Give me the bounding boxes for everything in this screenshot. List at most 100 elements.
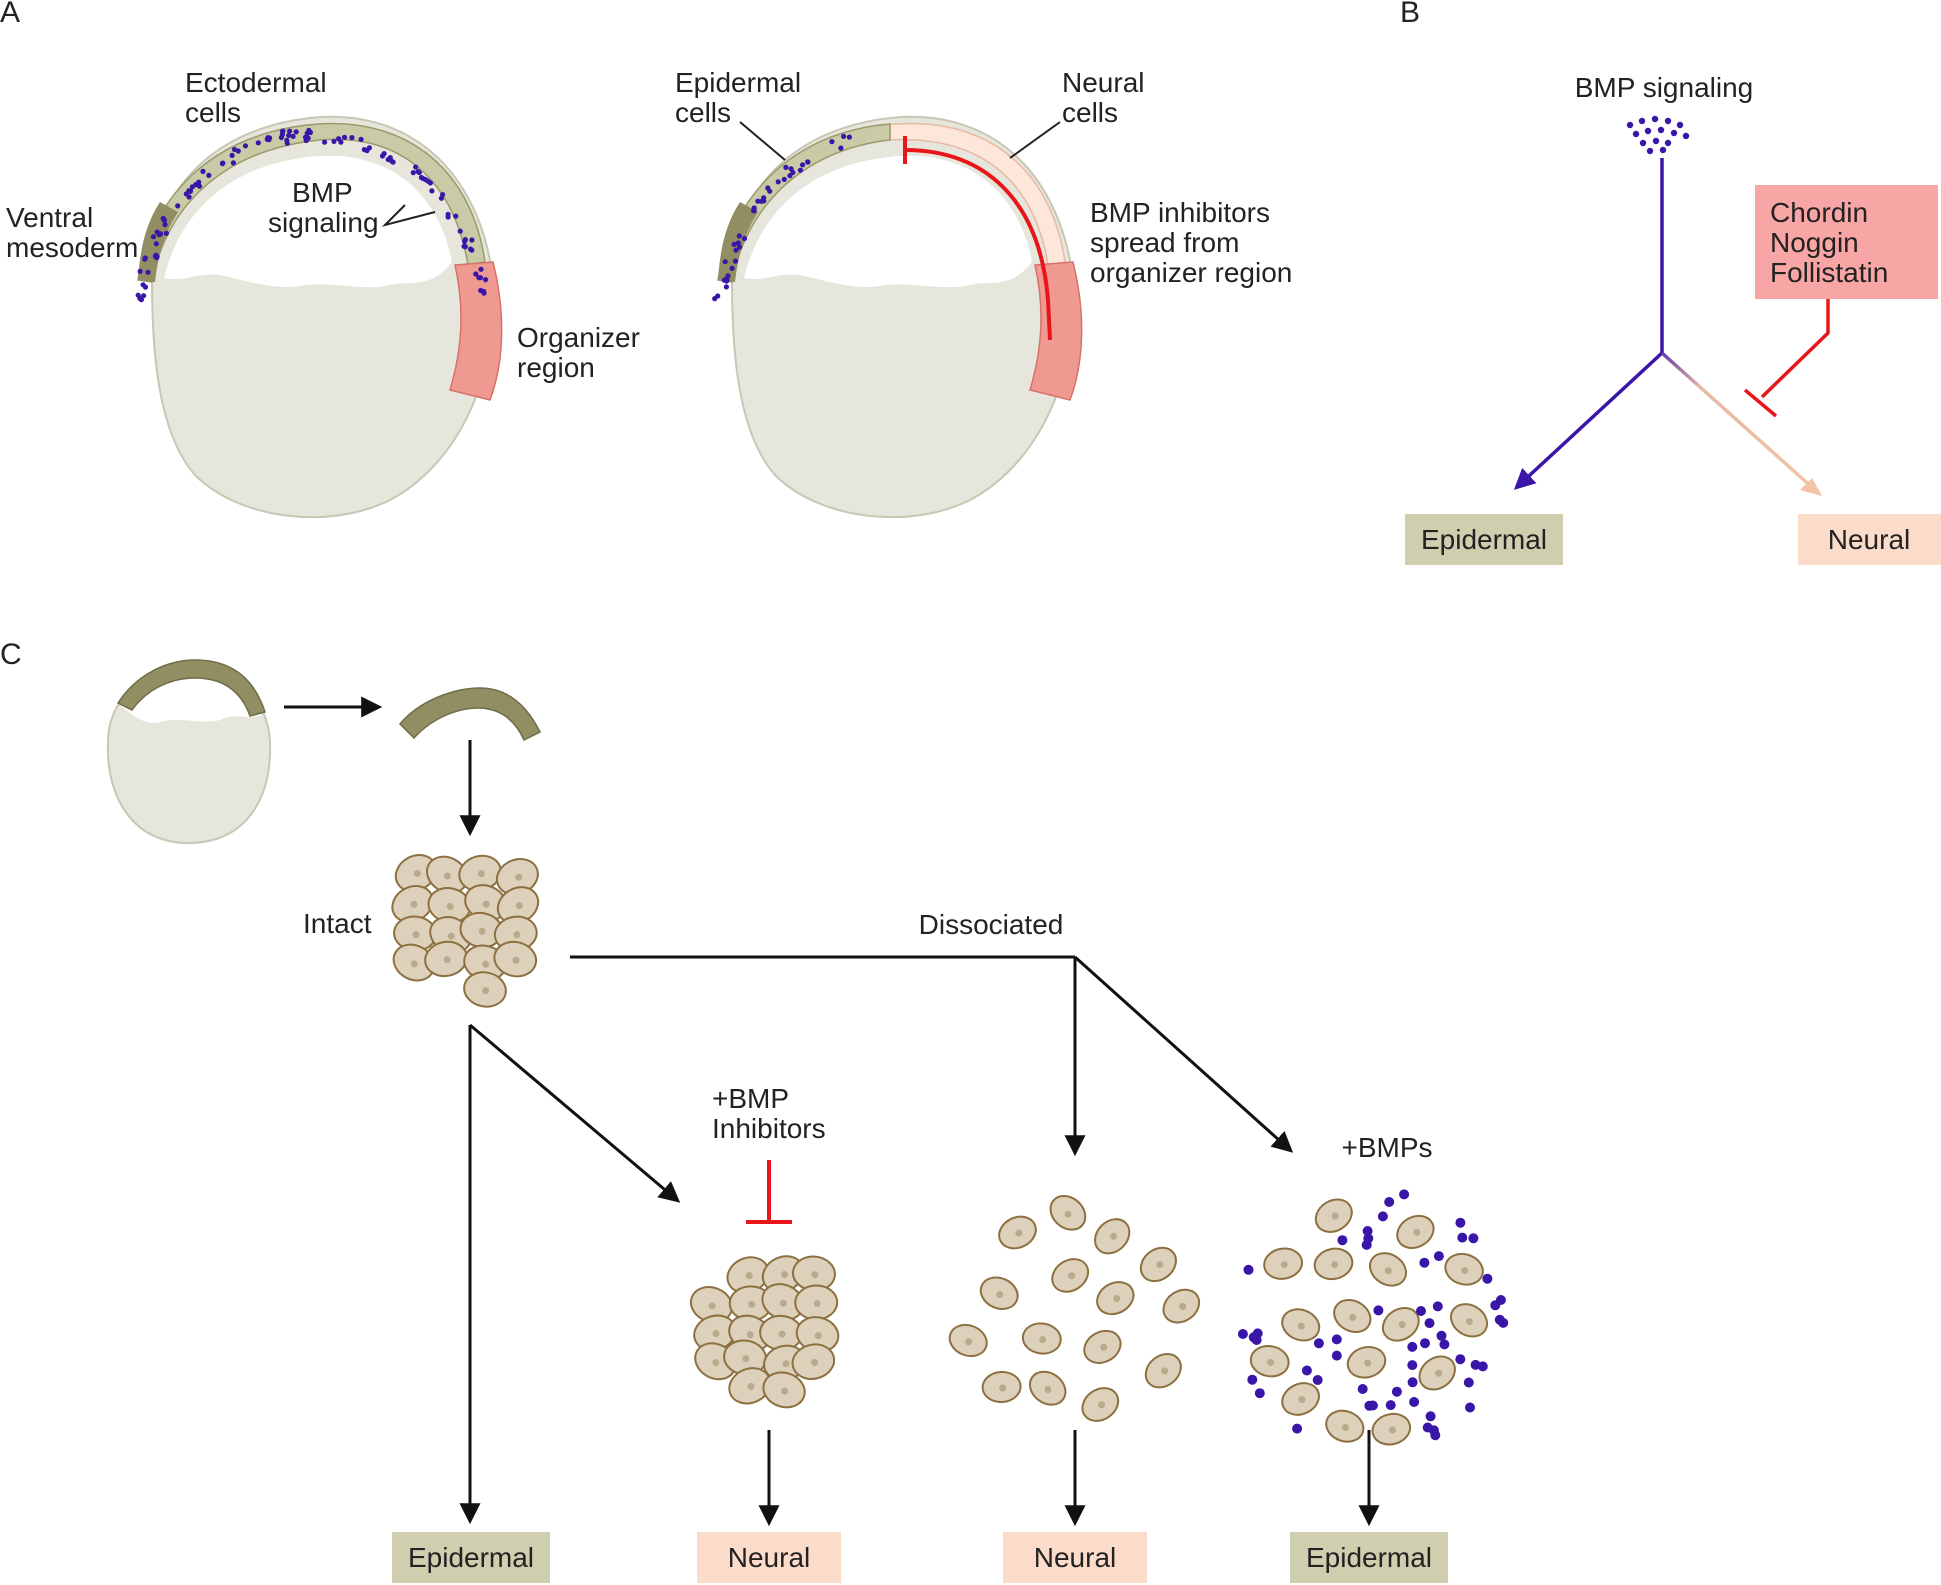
label-bmp-signaling-b: BMP signaling — [1575, 72, 1753, 103]
excised-cap — [398, 687, 542, 742]
bmp-dot — [1331, 1350, 1342, 1361]
label-inhib-3: organizer region — [1090, 257, 1292, 288]
bmp-dot — [453, 213, 459, 219]
epidermal-box-b — [1405, 514, 1563, 565]
epidermal-label-b: Epidermal — [1421, 524, 1547, 555]
bmp-dot — [341, 134, 348, 140]
bmp-dot — [1455, 1217, 1466, 1228]
dissociated-cell — [944, 1318, 993, 1363]
inhibitor-box — [1755, 185, 1938, 299]
bmp-dot — [1652, 137, 1660, 145]
bmp-dot — [1424, 1318, 1435, 1329]
bmp-dot — [1457, 1232, 1468, 1243]
bmp-dot — [145, 269, 151, 275]
organizer-left — [449, 261, 503, 401]
bmp-dot — [1363, 1233, 1374, 1244]
bmp-dot — [189, 184, 195, 190]
label-inhib-2: spread from — [1090, 227, 1239, 258]
bmp-dot — [733, 247, 739, 253]
bmp-dot — [461, 243, 467, 249]
bmp-dot — [1490, 1300, 1501, 1311]
bmp-dots-b — [1626, 115, 1690, 155]
inhibitor-line — [904, 148, 1052, 341]
inhibitor-follistatin: Follistatin — [1770, 257, 1888, 288]
label-ectodermal: Ectodermal — [185, 67, 327, 98]
bmp-dot — [1292, 1423, 1303, 1434]
bmp-dot — [279, 132, 285, 138]
bmp-dot — [429, 188, 435, 194]
label-organizer-region: region — [517, 352, 595, 383]
bmp-dot — [349, 135, 355, 141]
bmp-dot — [137, 295, 143, 301]
bmp-dot — [322, 139, 328, 145]
bmp-dot — [751, 208, 757, 214]
bmp-dot — [462, 238, 468, 245]
neural-box-b — [1798, 514, 1941, 565]
bmp-dot — [732, 258, 739, 264]
bmp-dot — [150, 234, 157, 240]
label-epidermal: Epidermal — [675, 67, 801, 98]
bmp-dot — [1420, 1338, 1430, 1349]
bmp-dot — [1676, 121, 1684, 129]
neural-label-b: Neural — [1828, 524, 1910, 555]
bmp-dot — [304, 130, 310, 136]
branch-epidermal — [1513, 351, 1664, 490]
bmp-dot — [1385, 1400, 1396, 1411]
bmp-dot — [1626, 121, 1634, 129]
label-ectodermal-cells: cells — [185, 97, 241, 128]
arrow-dissociated-bmps — [1073, 955, 1294, 1153]
bmp-dot — [379, 153, 386, 159]
bmp-dot — [220, 160, 226, 166]
bmp-dot — [140, 282, 146, 288]
dissociated-cell — [1077, 1323, 1128, 1371]
bmp-dot — [175, 203, 181, 209]
label-ventral: Ventral — [6, 202, 93, 233]
bmp-dot — [469, 247, 475, 253]
bmp-dot — [781, 176, 787, 182]
label-dissociated: Dissociated — [919, 909, 1064, 940]
outcome-box-2 — [697, 1532, 841, 1583]
neural-plate-right — [889, 122, 1066, 266]
outcome-4: Epidermal — [1306, 1542, 1432, 1573]
bmp-dot — [331, 138, 337, 144]
bmp-dot — [721, 277, 727, 283]
label-bmp-plus: +BMP — [712, 1083, 789, 1114]
bmp-dots-right — [712, 133, 853, 302]
inhibitor-arrow — [1760, 299, 1830, 399]
bmp-dot — [162, 222, 168, 228]
dissociated-cell — [1138, 1346, 1189, 1396]
dissociated-cell — [1133, 1239, 1184, 1289]
bmp-pointer — [381, 204, 436, 227]
bmp-dot — [445, 211, 451, 217]
bmp-dot — [286, 132, 292, 138]
bmp-dot — [427, 180, 433, 186]
bmp-dot — [783, 164, 789, 170]
bmp-dot — [1312, 1375, 1323, 1385]
outcome-box-3 — [1003, 1532, 1147, 1583]
panel-a-label: A — [0, 0, 20, 29]
bmp-dot — [1670, 129, 1678, 137]
inhibitor-chordin: Chordin — [1770, 197, 1868, 228]
bmp-dot — [1407, 1341, 1418, 1352]
bmp-dot — [1455, 1354, 1466, 1365]
label-intact: Intact — [303, 908, 372, 939]
bmp-dot — [1659, 146, 1667, 154]
bmp-dot — [142, 256, 148, 262]
bmp-dot — [137, 268, 143, 274]
bmp-dot — [1436, 1330, 1447, 1341]
label-neural-cells: cells — [1062, 97, 1118, 128]
bmp-dot — [200, 168, 206, 174]
neural-arrowhead — [1800, 478, 1822, 496]
outcome-2: Neural — [728, 1542, 810, 1573]
bmp-dot — [284, 137, 290, 143]
bmp-dot — [483, 277, 489, 283]
dissociated-cell — [992, 1209, 1043, 1256]
neural-pointer — [1009, 121, 1061, 159]
bmp-dot — [1664, 117, 1672, 125]
bmp-dot — [1432, 1301, 1443, 1312]
dissociated-cell — [1156, 1281, 1207, 1331]
bmp-treated-cell — [1444, 1296, 1494, 1344]
panel-b-label: B — [1400, 0, 1420, 29]
bmp-dot — [478, 266, 484, 272]
bmp-treated-cell — [1308, 1191, 1359, 1240]
